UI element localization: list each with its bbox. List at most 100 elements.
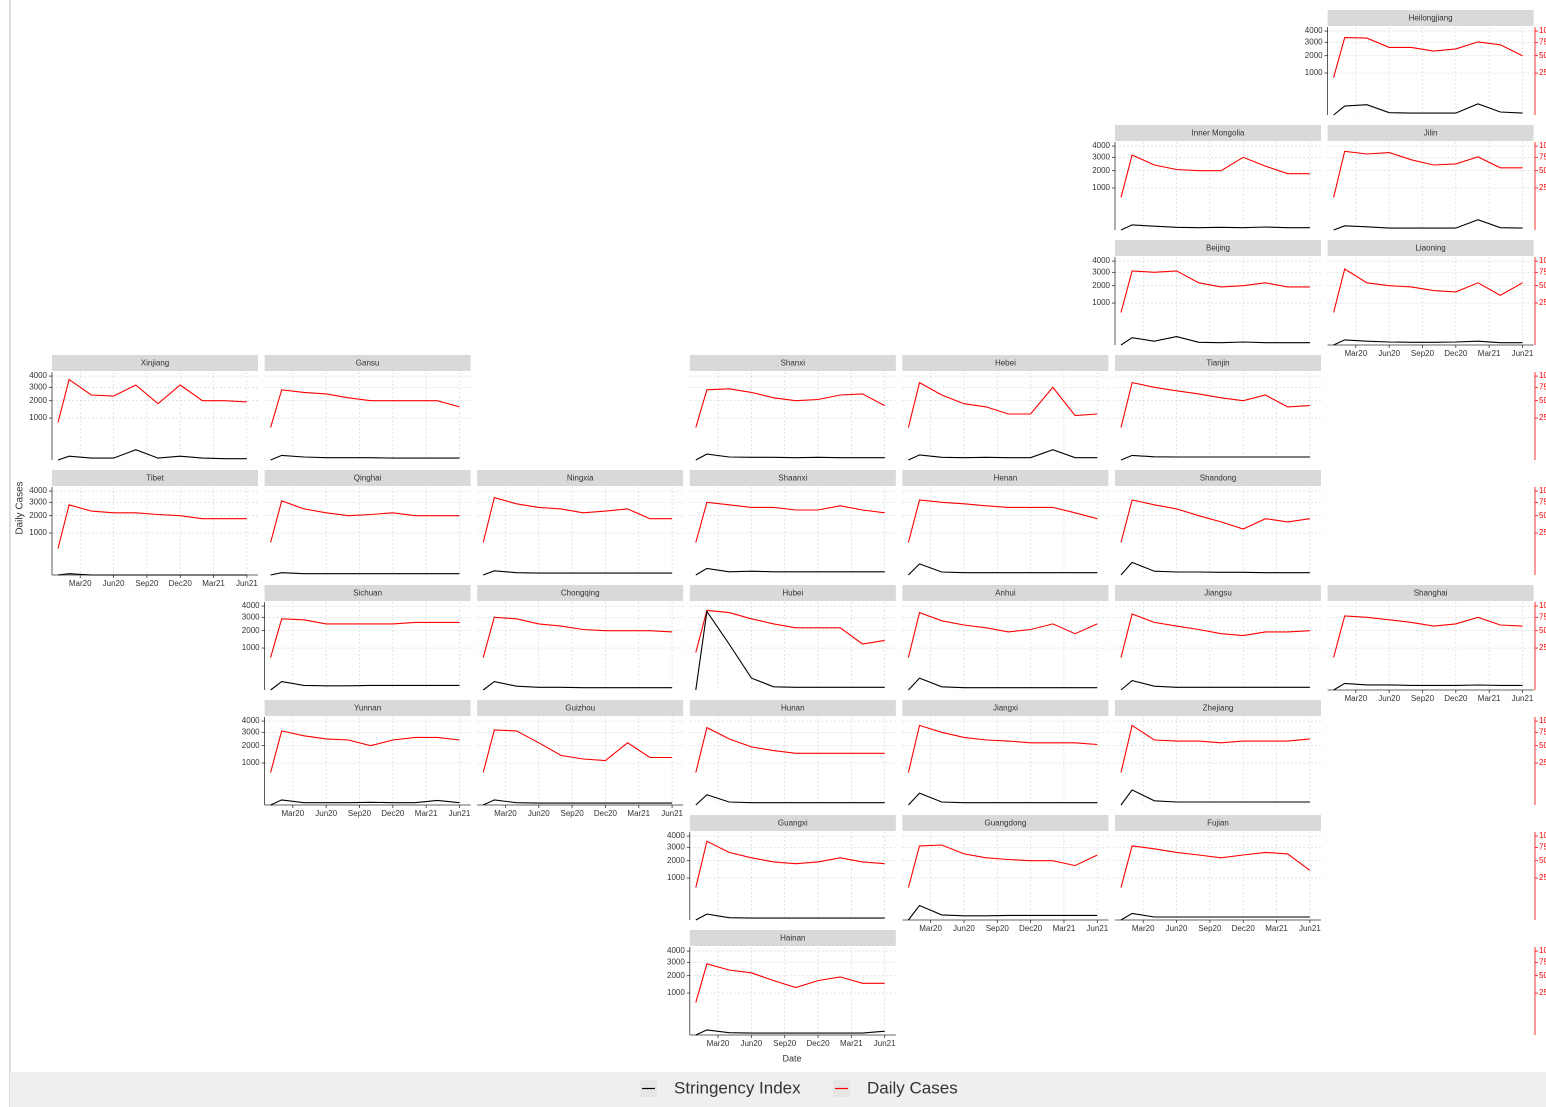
series-line bbox=[907, 499, 1098, 543]
series-line bbox=[1333, 268, 1523, 313]
x-tick-label: Sep20 bbox=[1411, 694, 1435, 703]
panel-title: Hunan bbox=[781, 704, 805, 713]
x-tick-label: Mar21 bbox=[1265, 924, 1288, 933]
series-line bbox=[1120, 789, 1310, 806]
series-line bbox=[482, 681, 673, 691]
series-line bbox=[695, 388, 885, 428]
panel-title: Chongqing bbox=[561, 589, 600, 598]
x-tick-label: Jun21 bbox=[1512, 349, 1534, 358]
y2-tick-label: 25 bbox=[1539, 413, 1546, 422]
panel-title: Shanxi bbox=[781, 359, 806, 368]
strip bbox=[689, 815, 896, 831]
x-tick-label: Sep20 bbox=[561, 809, 585, 818]
y-tick-label: 2000 bbox=[1305, 51, 1323, 60]
y-tick-label: 1000 bbox=[667, 988, 685, 997]
y-tick-label: 2000 bbox=[667, 856, 685, 865]
series-line bbox=[907, 611, 1098, 658]
y2-tick-label: 100 bbox=[1539, 716, 1546, 725]
x-tick-label: Mar20 bbox=[1132, 924, 1155, 933]
y-tick-label: 2000 bbox=[1092, 281, 1110, 290]
y-tick-label: 3000 bbox=[1092, 152, 1110, 161]
strip bbox=[1327, 240, 1534, 256]
x-tick-label: Dec20 bbox=[594, 809, 618, 818]
strip bbox=[902, 700, 1109, 716]
y2-tick-label: 75 bbox=[1539, 497, 1546, 506]
x-tick-label: Sep20 bbox=[135, 579, 159, 588]
x-tick-label: Dec20 bbox=[1232, 924, 1256, 933]
y-tick-label: 4000 bbox=[1092, 256, 1110, 265]
y2-tick-label: 25 bbox=[1539, 643, 1546, 652]
panel-title: Anhui bbox=[995, 589, 1016, 598]
y-tick-label: 3000 bbox=[667, 957, 685, 966]
series-line bbox=[270, 572, 460, 576]
strip bbox=[689, 470, 896, 486]
y2-tick-label: 50 bbox=[1539, 626, 1546, 635]
y2-tick-label: 50 bbox=[1539, 741, 1546, 750]
series-line bbox=[695, 794, 885, 806]
y-tick-label: 3000 bbox=[29, 382, 47, 391]
series-line bbox=[1333, 615, 1523, 658]
series-line bbox=[57, 504, 247, 549]
series-line bbox=[270, 389, 460, 428]
x-tick-label: Jun20 bbox=[315, 809, 337, 818]
series-line bbox=[695, 1029, 885, 1036]
y-axis-title: Daily Cases bbox=[15, 481, 26, 534]
series-line bbox=[270, 799, 460, 806]
x-tick-label: Mar20 bbox=[707, 1039, 730, 1048]
x-tick-label: Mar20 bbox=[494, 809, 517, 818]
y2-tick-label: 25 bbox=[1539, 758, 1546, 767]
series-line bbox=[695, 913, 885, 921]
x-tick-label: Jun20 bbox=[953, 924, 975, 933]
strip bbox=[1115, 815, 1321, 831]
y-tick-label: 1000 bbox=[1092, 183, 1110, 192]
y-tick-label: 1000 bbox=[242, 758, 260, 767]
strip bbox=[264, 585, 471, 601]
y2-tick-label: 25 bbox=[1539, 988, 1546, 997]
strip bbox=[264, 355, 471, 371]
x-tick-label: Jun20 bbox=[1166, 924, 1188, 933]
series-line bbox=[1120, 499, 1310, 543]
series-line bbox=[1120, 270, 1310, 313]
x-tick-label: Jun21 bbox=[236, 579, 258, 588]
series-line bbox=[1120, 613, 1310, 658]
panel-title: Guangxi bbox=[778, 819, 808, 828]
y2-tick-label: 75 bbox=[1539, 152, 1546, 161]
strip bbox=[264, 470, 471, 486]
y2-tick-label: 25 bbox=[1539, 528, 1546, 537]
series-line bbox=[1120, 224, 1310, 231]
x-tick-label: Dec20 bbox=[1019, 924, 1043, 933]
series-line bbox=[907, 724, 1098, 773]
series-line bbox=[57, 573, 247, 576]
panel-title: Shandong bbox=[1200, 474, 1236, 483]
series-line bbox=[908, 563, 1098, 576]
panel-title: Hubei bbox=[782, 589, 803, 598]
panel-title: Inner Mongolia bbox=[1192, 129, 1245, 138]
y2-tick-label: 100 bbox=[1539, 26, 1546, 35]
series-line bbox=[482, 616, 673, 658]
x-tick-label: Jun21 bbox=[661, 809, 683, 818]
y-tick-label: 2000 bbox=[1092, 166, 1110, 175]
series-line bbox=[270, 500, 460, 543]
panel-title: Sichuan bbox=[353, 589, 382, 598]
panel-title: Qinghai bbox=[354, 474, 382, 483]
series-line bbox=[695, 501, 885, 543]
x-axis-title: Date bbox=[782, 1053, 801, 1063]
series-line bbox=[907, 844, 1098, 888]
panel-title: Guangdong bbox=[984, 819, 1026, 828]
panel-title: Jilin bbox=[1424, 129, 1438, 138]
series-line bbox=[695, 610, 885, 691]
strip bbox=[477, 470, 684, 486]
strip bbox=[52, 355, 258, 371]
panel-title: Hebei bbox=[995, 359, 1016, 368]
series-line bbox=[1120, 724, 1310, 773]
x-tick-label: Sep20 bbox=[986, 924, 1010, 933]
x-tick-label: Dec20 bbox=[1444, 349, 1468, 358]
x-tick-label: Mar21 bbox=[840, 1039, 863, 1048]
x-tick-label: Mar20 bbox=[1344, 349, 1367, 358]
y-tick-label: 4000 bbox=[242, 716, 260, 725]
y-tick-label: 2000 bbox=[29, 396, 47, 405]
series-line bbox=[1333, 339, 1523, 346]
y-tick-label: 4000 bbox=[667, 946, 685, 955]
x-tick-label: Mar21 bbox=[627, 809, 650, 818]
y-tick-label: 3000 bbox=[242, 727, 260, 736]
